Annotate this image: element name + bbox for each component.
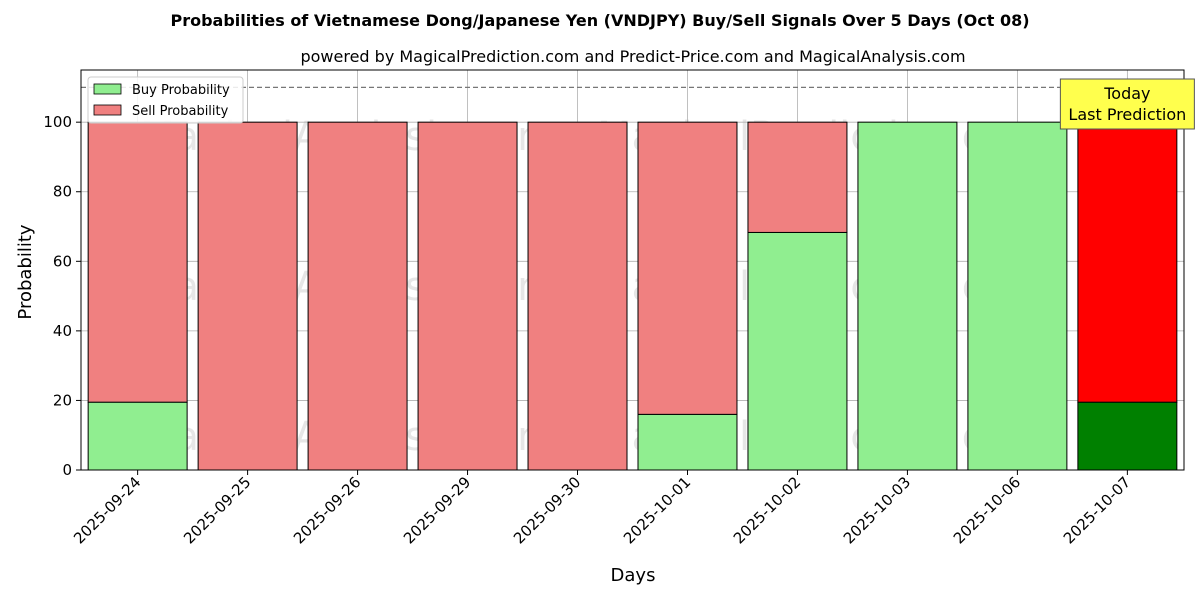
plot-frame bbox=[80, 69, 1185, 471]
bars-layer bbox=[87, 121, 1178, 471]
bar-sell-2025-10-07 bbox=[1077, 121, 1178, 403]
y-tick-label: 100 bbox=[43, 113, 72, 131]
today-label-line1: Today bbox=[1103, 84, 1150, 103]
bar-sell-2025-10-02 bbox=[747, 121, 848, 233]
y-tick-label: 40 bbox=[53, 322, 72, 340]
today-annotation: Today Last Prediction bbox=[1059, 78, 1195, 130]
legend-swatch bbox=[93, 83, 122, 95]
legend-box bbox=[87, 76, 244, 124]
bar-buy-2025-10-01 bbox=[637, 413, 738, 471]
legend: Buy Probability Sell Probability bbox=[87, 76, 244, 124]
legend-label: Buy Probability bbox=[132, 83, 230, 98]
bar-sell-2025-10-01 bbox=[637, 121, 738, 415]
bar-sell-2025-09-26 bbox=[307, 121, 408, 471]
bar-sell-2025-09-29 bbox=[417, 121, 518, 471]
x-tick-label: 2025-09-26 bbox=[290, 473, 364, 547]
chart-subtitle: powered by MagicalPrediction.com and Pre… bbox=[300, 47, 965, 66]
bar-buy-2025-10-06 bbox=[967, 121, 1068, 471]
bar-buy-2025-09-24 bbox=[87, 401, 188, 471]
x-tick-label: 2025-10-03 bbox=[840, 473, 914, 547]
x-tick-label: 2025-09-29 bbox=[400, 473, 474, 547]
y-tick-label: 80 bbox=[53, 183, 72, 201]
today-label-box bbox=[1059, 78, 1195, 130]
chart-title: Probabilities of Vietnamese Dong/Japanes… bbox=[170, 11, 1029, 30]
x-tick-label: 2025-10-07 bbox=[1060, 473, 1134, 547]
bar-sell-2025-09-30 bbox=[527, 121, 628, 471]
x-tick-label: 2025-10-02 bbox=[730, 473, 804, 547]
bar-sell-2025-09-25 bbox=[197, 121, 298, 471]
x-tick-label: 2025-09-30 bbox=[510, 473, 584, 547]
y-tick-label: 0 bbox=[62, 461, 72, 479]
bar-sell-2025-09-24 bbox=[87, 121, 188, 403]
x-tick-label: 2025-09-25 bbox=[180, 473, 254, 547]
bar-buy-2025-10-02 bbox=[747, 231, 848, 471]
x-tick-label: 2025-10-06 bbox=[950, 473, 1024, 547]
x-tick-label: 2025-10-01 bbox=[620, 473, 694, 547]
today-label-line2: Last Prediction bbox=[1068, 105, 1186, 124]
bar-buy-2025-10-03 bbox=[857, 121, 958, 471]
legend-swatch bbox=[93, 104, 122, 116]
bar-buy-2025-10-07 bbox=[1077, 401, 1178, 471]
y-axis-label: Probability bbox=[15, 224, 36, 319]
y-tick-label: 60 bbox=[53, 252, 72, 270]
x-axis-label: Days bbox=[611, 565, 656, 586]
legend-label: Sell Probability bbox=[132, 104, 229, 119]
x-tick-label: 2025-09-24 bbox=[70, 473, 144, 547]
y-tick-label: 20 bbox=[53, 391, 72, 409]
